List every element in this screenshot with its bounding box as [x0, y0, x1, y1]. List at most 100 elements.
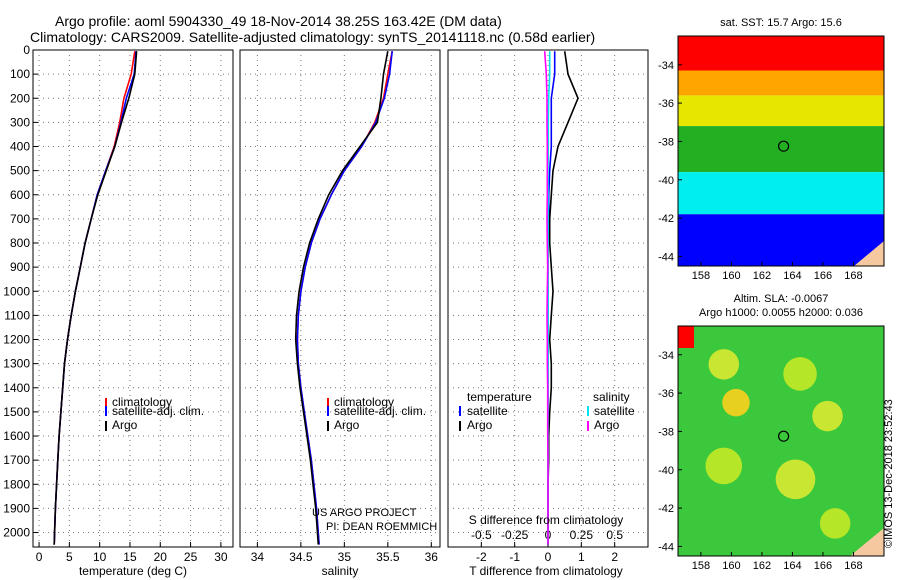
x-tick-label: 20: [154, 550, 168, 564]
series-line-climatology: [53, 51, 136, 545]
series-line-t-argo: [547, 51, 579, 545]
x-tick-label: 25: [184, 550, 198, 564]
y-tick-label: 1900: [3, 501, 30, 515]
x-tick-label: 5: [66, 550, 73, 564]
y-tick-label: 700: [10, 212, 30, 226]
y-tick-label: 400: [10, 140, 30, 154]
sst-band: [678, 36, 884, 71]
salinity-panel: 34 34.5 35 35.5 36 salinity climatology sate…: [239, 49, 441, 578]
profile-location-marker: [777, 140, 790, 152]
y-tick-label: 1100: [4, 308, 30, 322]
legend-label-satellite: satellite-adj. clim.: [112, 404, 204, 418]
sla-anomaly-blob: [783, 357, 817, 391]
y-tick-label: 900: [10, 260, 30, 274]
temperature-plot-frame: [32, 49, 234, 548]
map-x-tick-label: 168: [844, 560, 862, 572]
map-y-tick-label: -38: [658, 426, 674, 438]
x-tick-label: 35.5: [376, 550, 400, 564]
temperature-legend: climatology satellite-adj. clim. Argo: [105, 395, 204, 432]
map-x-tick-label: 162: [753, 270, 771, 282]
map-x-tick-label: 164: [783, 270, 801, 282]
sla-map-frame: [677, 325, 885, 557]
land-patch: [854, 241, 884, 266]
land-patch: [850, 528, 884, 556]
sst-band: [678, 70, 884, 96]
map-y-tick-label: -44: [658, 251, 674, 263]
map-y-tick-label: -36: [658, 98, 674, 110]
sla-map: Altim. SLA: -0.0067 Argo h1000: 0.0055 h…: [658, 293, 885, 572]
map-y-tick-label: -42: [658, 213, 674, 225]
sst-map: sat. SST: 15.7 Argo: 15.6 158 160 162 164 16…: [658, 17, 885, 282]
map-x-tick-label: 160: [722, 560, 740, 572]
map-y-tick-label: -44: [658, 541, 674, 553]
legend-label-t-satellite: satellite: [467, 404, 508, 418]
sst-band: [678, 95, 884, 127]
y-tick-label: 1700: [3, 453, 30, 467]
map-x-tick-label: 168: [844, 270, 862, 282]
series-line-satellite-adj-clim-: [53, 51, 137, 545]
legend-label-t-argo: Argo: [467, 418, 493, 432]
y-tick-label: 800: [10, 236, 30, 250]
sla-anomaly-blob: [819, 508, 851, 539]
y-tick-label: 1400: [3, 381, 30, 395]
x-tick-label: 34.5: [289, 550, 313, 564]
map-x-tick-label: 164: [783, 560, 801, 572]
y-tick-label: 300: [10, 115, 30, 129]
y-tick-label: 2000: [3, 526, 30, 540]
s-diff-tick-label: 0.5: [606, 528, 623, 542]
legend-title-salinity: salinity: [593, 390, 630, 404]
sla-map-title-line1: Altim. SLA: -0.0067: [734, 293, 829, 305]
y-tick-label: 1500: [3, 405, 30, 419]
temperature-panel: 0100200300400500600700800900100011001200…: [3, 43, 234, 578]
sla-high-corner: [678, 326, 694, 348]
map-y-tick-label: -34: [658, 350, 674, 362]
map-x-tick-label: 166: [814, 560, 832, 572]
series-line-s-argo: [543, 51, 549, 545]
sla-anomaly-blob: [812, 400, 843, 432]
x-tick-label: 10: [93, 550, 107, 564]
y-tick-label: 0: [23, 43, 30, 57]
map-y-tick-label: -36: [658, 388, 674, 400]
x-tick-label: 0: [36, 550, 43, 564]
difference-legend: temperature satellite Argo salinity sate…: [459, 390, 635, 432]
figure-title-line2: Climatology: CARS2009. Satellite-adjuste…: [30, 29, 595, 45]
imos-watermark: ©IMOS 13-Dec-2018 23:52:43: [883, 399, 895, 548]
t-difference-xlabel: T difference from climatology: [469, 564, 623, 578]
map-y-tick-label: -40: [658, 465, 674, 477]
x-tick-label: 15: [123, 550, 137, 564]
project-credit: US ARGO PROJECT: [312, 507, 417, 519]
y-tick-label: 1600: [3, 429, 30, 443]
s-difference-xlabel: S difference from climatology: [469, 513, 624, 527]
sla-anomaly-blob: [722, 388, 750, 417]
sst-band: [678, 172, 884, 215]
s-diff-tick-label: 0.25: [570, 528, 594, 542]
x-tick-label: 30: [214, 550, 228, 564]
sst-band: [678, 214, 884, 266]
temperature-xlabel: temperature (deg C): [79, 564, 187, 578]
y-tick-label: 600: [10, 188, 30, 202]
sla-map-title-line2: Argo h1000: 0.0055 h2000: 0.036: [699, 307, 863, 319]
x-tick-label: 35: [338, 550, 352, 564]
series-line-argo: [53, 51, 138, 545]
legend-label-climatology: climatology: [112, 395, 172, 409]
x-tick-label: 34: [251, 550, 265, 564]
x-tick-label: 2: [611, 550, 618, 564]
difference-panel: -2 -1 0 1 2-0.5 -0.25 0 0.25 0.5 T difference fr…: [447, 49, 649, 578]
map-x-tick-label: 160: [722, 270, 740, 282]
x-tick-label: 36: [425, 550, 439, 564]
legend-label-satellite: satellite-adj. clim.: [334, 404, 426, 418]
sla-anomaly-blob: [705, 447, 743, 485]
s-diff-tick-label: -0.25: [501, 528, 529, 542]
legend-label-argo: Argo: [334, 418, 360, 432]
series-line-argo: [294, 51, 389, 545]
x-tick-label: -1: [509, 550, 520, 564]
map-x-tick-label: 162: [753, 560, 771, 572]
legend-title-temperature: temperature: [467, 390, 532, 404]
map-y-tick-label: -34: [658, 60, 674, 72]
salinity-plot-frame: [239, 49, 441, 548]
sla-anomaly-blob: [708, 349, 740, 380]
legend-label-s-satellite: satellite: [594, 404, 635, 418]
s-diff-tick-label: -0.5: [471, 528, 492, 542]
y-tick-label: 500: [10, 164, 30, 178]
